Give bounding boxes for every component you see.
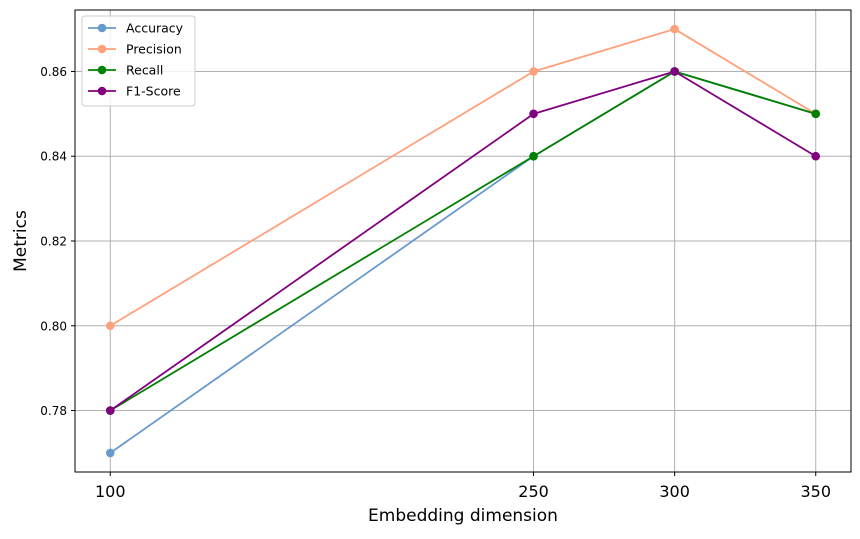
legend-box	[81, 15, 196, 107]
y-tick-label: 0.84	[40, 150, 67, 164]
y-axis-label: Metrics	[11, 210, 31, 272]
legend-label-precision: Precision	[126, 42, 182, 57]
x-tick-label: 250	[518, 482, 549, 501]
data-point-f1-score	[811, 151, 821, 161]
tick-layer: 0.78 0.80 0.82 0.84 0.86 100 250 300 350	[40, 65, 831, 501]
series-f1-score	[105, 67, 821, 415]
legend-swatch-marker-precision	[97, 44, 107, 54]
series-precision	[105, 24, 821, 331]
legend-swatch-marker-f1-score	[97, 86, 107, 96]
series-line-precision	[109, 28, 817, 327]
y-tick-label: 0.78	[40, 404, 67, 418]
x-axis-label: Embedding dimension	[368, 506, 558, 526]
y-tick-label: 0.80	[40, 319, 67, 333]
data-point-accuracy	[105, 448, 115, 458]
y-tick-label: 0.86	[40, 65, 67, 79]
data-point-precision	[105, 321, 115, 331]
data-point-f1-score	[105, 406, 115, 415]
legend-swatch-marker-accuracy	[97, 23, 107, 33]
data-point-recall	[811, 109, 821, 119]
x-tick-label: 350	[800, 482, 831, 501]
series-line-recall	[109, 70, 816, 412]
data-point-precision	[670, 24, 679, 34]
legend-label-f1-score: F1-Score	[126, 84, 181, 99]
data-point-f1-score	[670, 67, 679, 76]
series-line-f1-score	[109, 70, 817, 412]
legend-label-accuracy: Accuracy	[126, 21, 184, 36]
legend-swatch-marker-recall	[97, 65, 107, 75]
x-tick-label: 100	[95, 482, 126, 501]
data-point-f1-score	[529, 109, 538, 119]
legend-label-recall: Recall	[126, 63, 163, 78]
series-layer	[105, 24, 821, 458]
data-point-recall	[529, 151, 538, 161]
legend: Accuracy Precision Recall F1-Score	[81, 15, 196, 107]
data-point-precision	[529, 67, 538, 76]
series-accuracy	[105, 67, 821, 458]
x-tick-label: 300	[659, 482, 690, 501]
y-tick-label: 0.82	[40, 235, 67, 249]
